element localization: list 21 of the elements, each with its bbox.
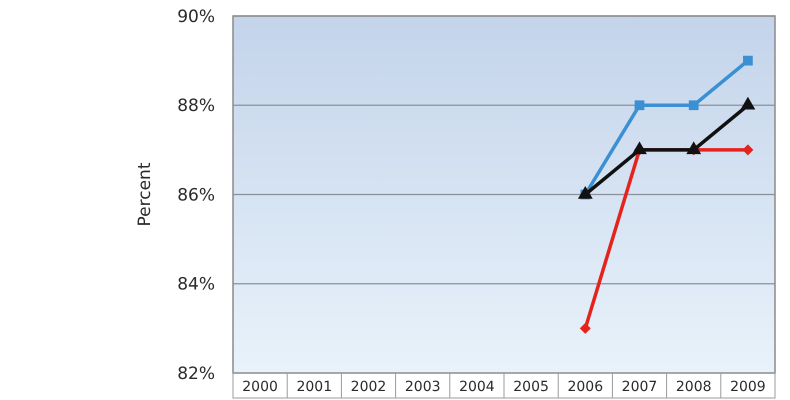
point (688, 100, 699, 110)
x-tick-label: 2005 (513, 379, 549, 395)
x-tick-label: 2003 (404, 379, 441, 395)
y-tick-label: 82% (177, 364, 215, 384)
y-tick-label: 90% (177, 6, 215, 27)
x-tick-label: 2002 (350, 379, 386, 395)
point (743, 56, 753, 66)
x-tick-label: 2009 (730, 379, 766, 395)
point (742, 144, 754, 156)
y-tick-label: 86% (177, 185, 215, 206)
x-tick-label: 2008 (676, 379, 712, 395)
x-tick-label: 2004 (459, 379, 495, 395)
x-tick-label: 2001 (296, 379, 332, 395)
y-tick-label: 84% (177, 274, 215, 295)
y-tick-label: 88% (177, 96, 215, 116)
x-tick-label: 2007 (622, 379, 658, 395)
point (580, 322, 591, 334)
y-axis-title: Percent (135, 162, 155, 226)
point (634, 100, 644, 110)
x-tick-label: 2006 (567, 379, 604, 395)
x-tick-label: 2000 (242, 379, 278, 395)
